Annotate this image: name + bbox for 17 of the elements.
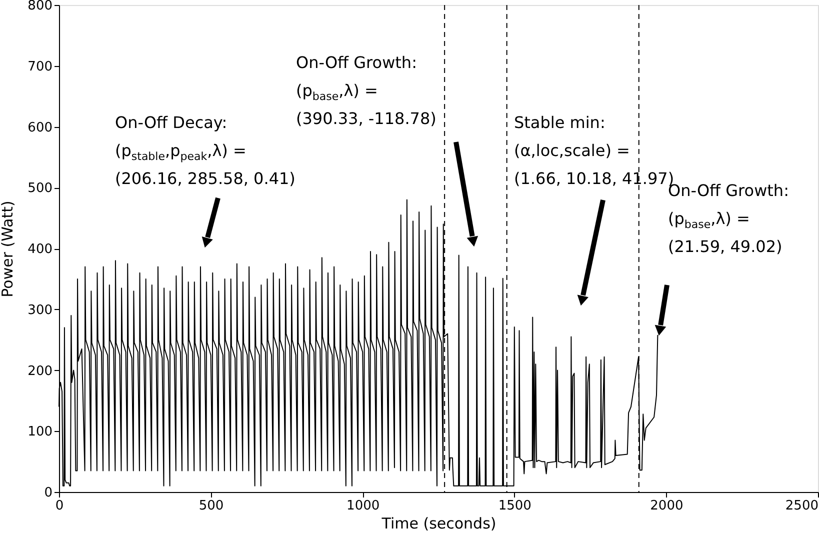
- y-tick-label: 400: [28, 242, 52, 257]
- y-tick-label: 300: [28, 302, 52, 318]
- x-tick-label: 2000: [650, 498, 684, 514]
- x-tick-label: 0: [55, 498, 64, 514]
- y-axis-title: Power (Watt): [0, 200, 17, 298]
- x-axis-title: Time (seconds): [380, 514, 496, 532]
- y-tick-label: 800: [28, 0, 52, 14]
- x-tick-label: 1500: [498, 498, 532, 514]
- y-tick-label: 600: [28, 120, 52, 136]
- y-tick-label: 100: [28, 424, 52, 440]
- x-tick-label: 500: [198, 498, 224, 514]
- y-tick-label: 0: [44, 486, 52, 500]
- x-tick-label: 1000: [346, 498, 380, 514]
- x-tick-label: 2500: [785, 498, 818, 514]
- y-tick-label: 500: [28, 181, 52, 196]
- y-tick-label: 200: [28, 364, 52, 379]
- y-tick-label: 700: [28, 59, 52, 74]
